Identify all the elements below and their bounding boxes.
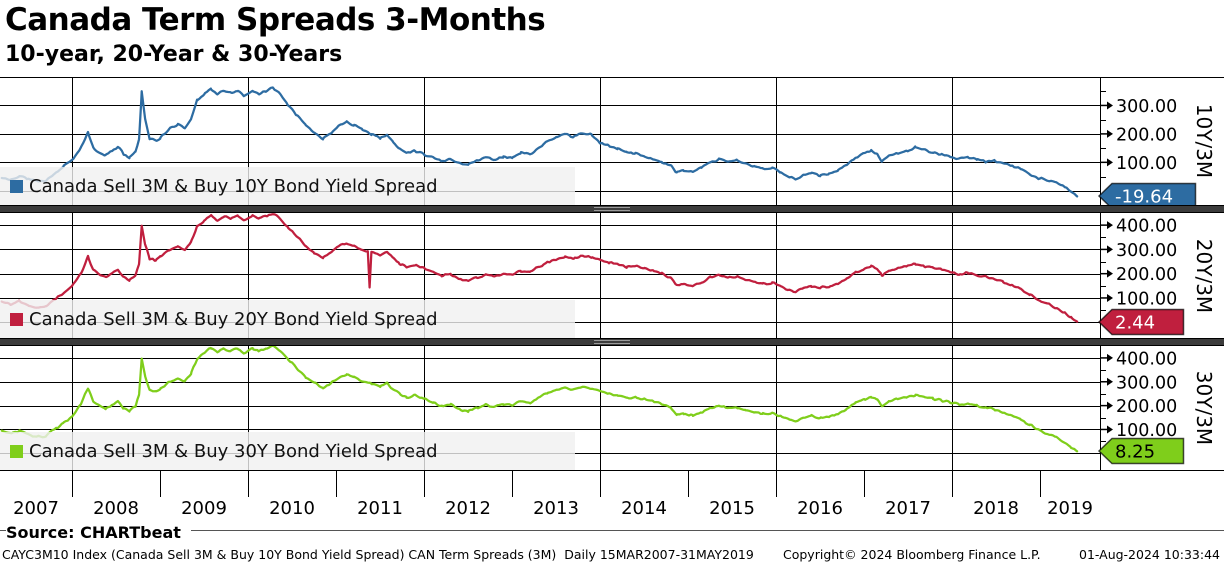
y-tick-label: 300.00	[1116, 97, 1177, 117]
series-line-10y3m	[0, 86, 1079, 198]
chart-subtitle: 10-year, 20-Year & 30-Years	[5, 42, 343, 67]
tag-pointer-shape	[1097, 308, 1185, 335]
y-tick-arrow-icon	[1107, 101, 1113, 110]
last-value-tag-20y3m: 2.44	[1097, 308, 1185, 335]
y-tick-arrow-icon	[1107, 158, 1113, 167]
x-tick-label-2011: 2011	[357, 498, 403, 519]
x-tick-label-2015: 2015	[709, 498, 755, 519]
footer-copyright: Copyright© 2024 Bloomberg Finance L.P.	[783, 547, 1041, 562]
y-tick-label: 200.00	[1116, 397, 1177, 417]
legend-20y3m: Canada Sell 3M & Buy 20Y Bond Yield Spre…	[0, 300, 575, 338]
axis-title-30y3m: 30Y/3M	[1192, 370, 1216, 446]
separator-grip-2[interactable]	[594, 340, 630, 345]
y-tick-label: 200.00	[1116, 125, 1177, 145]
x-tick-label-2013: 2013	[533, 498, 579, 519]
y-tick-label: 100.00	[1116, 154, 1177, 174]
y-tick-arrow-icon	[1107, 293, 1113, 302]
x-tick-label-2007: 2007	[13, 498, 59, 519]
x-tick-label-2008: 2008	[93, 498, 139, 519]
x-tick-label-2019: 2019	[1047, 498, 1093, 519]
panel-10y3m: 100.00 200.00 300.00	[0, 77, 1224, 205]
x-tick-label-2010: 2010	[269, 498, 315, 519]
tag-value-20y3m: 2.44	[1115, 312, 1155, 333]
footer-datetime: 01-Aug-2024 10:33:44	[1079, 547, 1220, 562]
y-tick-label: 100.00	[1116, 421, 1177, 441]
source-label: Source: CHARTbeat	[6, 523, 191, 542]
separator-grip-1[interactable]	[594, 207, 630, 212]
legend-30y3m: Canada Sell 3M & Buy 30Y Bond Yield Spre…	[0, 432, 575, 470]
tag-value-10y3m: -19.64	[1115, 187, 1173, 208]
last-value-tag-10y3m: -19.64	[1097, 183, 1197, 210]
series-line-30y3m	[0, 346, 1079, 453]
x-axis-strip	[0, 470, 1224, 497]
x-tick-label-2009: 2009	[181, 498, 227, 519]
y-tick-label: 400.00	[1116, 349, 1177, 369]
y-tick-arrow-icon	[1107, 425, 1113, 434]
y-tick-label: 400.00	[1116, 217, 1177, 237]
y-tick-label: 300.00	[1116, 373, 1177, 393]
legend-marker-10y3m-icon	[10, 179, 23, 193]
x-tick-label-2014: 2014	[621, 498, 667, 519]
x-tick-label-2012: 2012	[445, 498, 491, 519]
y-tick-label: 300.00	[1116, 241, 1177, 261]
series-line-20y3m	[0, 213, 1079, 323]
y-tick-arrow-icon	[1107, 221, 1113, 230]
footer-divider	[0, 530, 1224, 531]
panel-separator-1[interactable]	[0, 205, 1224, 213]
y-tick-arrow-icon	[1107, 245, 1113, 254]
y-tick-arrow-icon	[1107, 353, 1113, 362]
legend-label-20y3m: Canada Sell 3M & Buy 20Y Bond Yield Spre…	[29, 308, 438, 330]
legend-10y3m: Canada Sell 3M & Buy 10Y Bond Yield Spre…	[0, 167, 575, 205]
y-tick-label: 200.00	[1116, 265, 1177, 285]
footer-index-description: CAYC3M10 Index (Canada Sell 3M & Buy 10Y…	[2, 547, 754, 562]
panel-separator-2[interactable]	[0, 338, 1224, 346]
last-value-tag-30y3m: 8.25	[1097, 438, 1185, 465]
chart-title: Canada Term Spreads 3-Months	[5, 2, 546, 38]
y-tick-arrow-icon	[1107, 129, 1113, 138]
y-tick-arrow-icon	[1107, 269, 1113, 278]
legend-label-30y3m: Canada Sell 3M & Buy 30Y Bond Yield Spre…	[29, 440, 438, 462]
tag-pointer-shape	[1097, 438, 1185, 465]
tag-value-30y3m: 8.25	[1115, 442, 1155, 463]
y-tick-arrow-icon	[1107, 377, 1113, 386]
y-tick-label: 100.00	[1116, 289, 1177, 309]
legend-marker-20y3m-icon	[10, 312, 23, 326]
x-tick-label-2017: 2017	[885, 498, 931, 519]
legend-label-10y3m: Canada Sell 3M & Buy 10Y Bond Yield Spre…	[29, 175, 438, 197]
legend-marker-30y3m-icon	[10, 444, 23, 458]
y-tick-arrow-icon	[1107, 401, 1113, 410]
panel-30y3m: 100.00 200.00 300.00 400.00	[0, 346, 1177, 470]
axis-title-20y3m: 20Y/3M	[1192, 238, 1216, 313]
x-tick-label-2018: 2018	[973, 498, 1019, 519]
x-tick-label-2016: 2016	[797, 498, 843, 519]
